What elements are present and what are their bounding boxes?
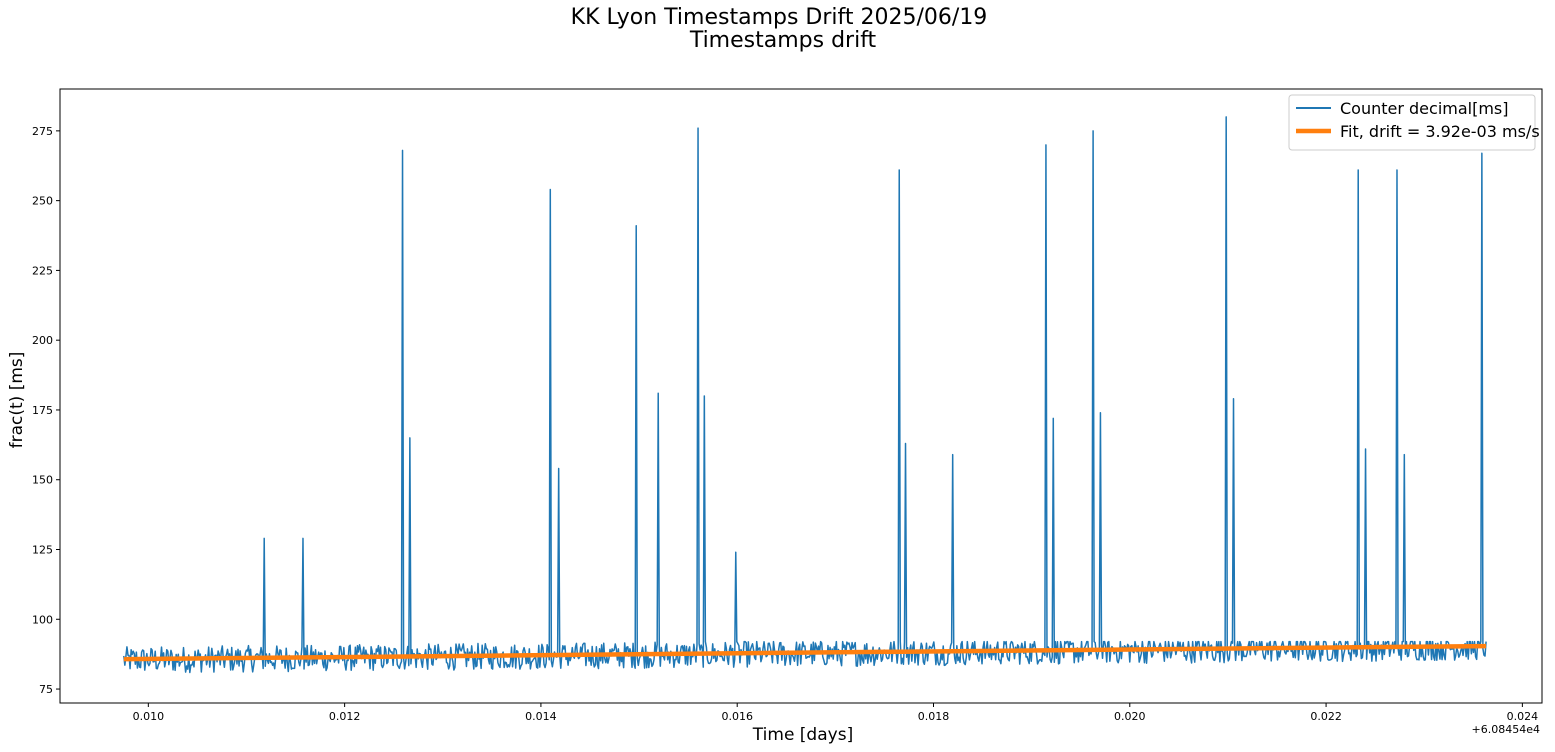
x-tick-label: 0.016 <box>721 710 753 723</box>
chart-subtitle: Timestamps drift <box>689 28 877 53</box>
x-tick-label: 0.018 <box>918 710 950 723</box>
y-tick-label: 275 <box>32 125 53 138</box>
y-axis-ticks: 75 100 125 150 175 200 225 250 275 <box>32 125 60 696</box>
legend-box <box>1288 94 1536 151</box>
y-tick-label: 100 <box>32 613 53 626</box>
x-tick-label: 0.012 <box>329 710 361 723</box>
series-counter-line <box>123 116 1487 674</box>
x-tick-label: 0.024 <box>1507 710 1539 723</box>
plot-frame <box>59 88 1543 704</box>
x-axis-offset-label: +6.08454e4 <box>1472 723 1540 736</box>
x-tick-label: 0.014 <box>525 710 557 723</box>
y-tick-label: 225 <box>32 264 53 277</box>
y-tick-label: 200 <box>32 334 53 347</box>
y-tick-label: 250 <box>32 195 53 208</box>
y-tick-label: 175 <box>32 404 53 417</box>
y-tick-label: 75 <box>39 683 53 696</box>
x-tick-label: 0.010 <box>133 710 165 723</box>
x-axis-ticks: 0.010 0.012 0.014 0.016 0.018 0.020 0.022 0.024 <box>133 703 1539 723</box>
legend: Counter decimal[ms] Fit, drift = 3.92e-0… <box>1288 94 1540 151</box>
y-axis-label: frac(t) [ms] <box>7 352 27 449</box>
x-tick-label: 0.020 <box>1114 710 1146 723</box>
x-axis-label: Time [days] <box>752 725 853 745</box>
plot-area <box>60 89 1542 703</box>
legend-label-counter: Counter decimal[ms] <box>1340 99 1509 118</box>
y-tick-label: 125 <box>32 544 53 557</box>
series-layer <box>123 116 1487 674</box>
legend-label-fit: Fit, drift = 3.92e-03 ms/s <box>1340 122 1540 141</box>
x-tick-label: 0.022 <box>1310 710 1342 723</box>
chart-title: KK Lyon Timestamps Drift 2025/06/19 <box>571 5 988 30</box>
series-fit-line <box>123 643 1487 662</box>
y-tick-label: 150 <box>32 474 53 487</box>
